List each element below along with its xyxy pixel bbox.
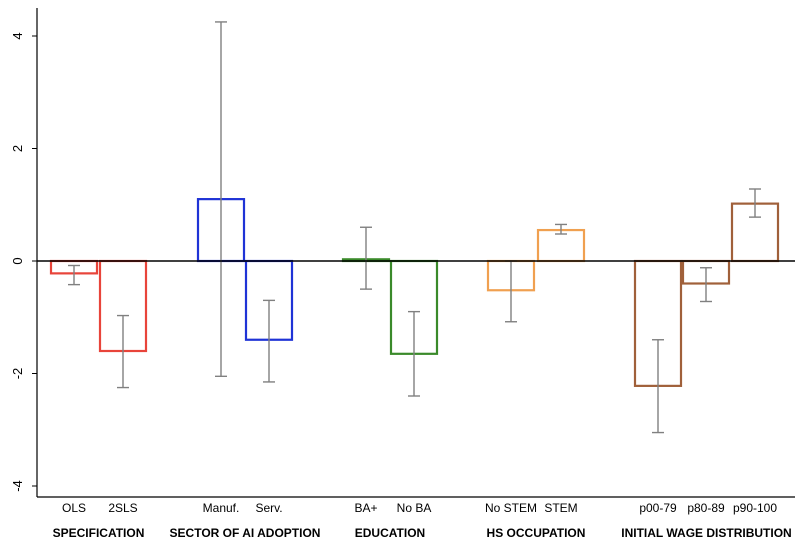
category-label: p80-89 [687, 501, 725, 515]
category-label: No BA [397, 501, 432, 515]
y-tick-label: 4 [10, 32, 25, 39]
y-tick-label: 0 [10, 257, 25, 264]
error-bars [37, 21, 795, 434]
group-label: EDUCATION [355, 526, 425, 540]
category-label: No STEM [485, 501, 537, 515]
y-tick-label: -4 [10, 480, 25, 492]
category-label: BA+ [354, 501, 377, 515]
axes: -4 -2 0 2 4 [10, 8, 795, 498]
category-label: Serv. [255, 501, 282, 515]
group-label: SPECIFICATION [53, 526, 145, 540]
bar [536, 228, 586, 263]
group-label: SECTOR OF AI ADOPTION [170, 526, 321, 540]
category-label: p00-79 [639, 501, 677, 515]
y-tick-label: 2 [10, 145, 25, 152]
category-label: p90-100 [733, 501, 777, 515]
category-label: Manuf. [203, 501, 240, 515]
group-label: HS OCCUPATION [487, 526, 586, 540]
category-label: OLS [62, 501, 86, 515]
category-label: STEM [544, 501, 577, 515]
labels: OLS 2SLS SPECIFICATION Manuf. Serv. SECTOR OF… [53, 501, 792, 540]
group-label: INITIAL WAGE DISTRIBUTION [621, 526, 791, 540]
y-tick-label: -2 [10, 368, 25, 380]
category-label: 2SLS [108, 501, 137, 515]
